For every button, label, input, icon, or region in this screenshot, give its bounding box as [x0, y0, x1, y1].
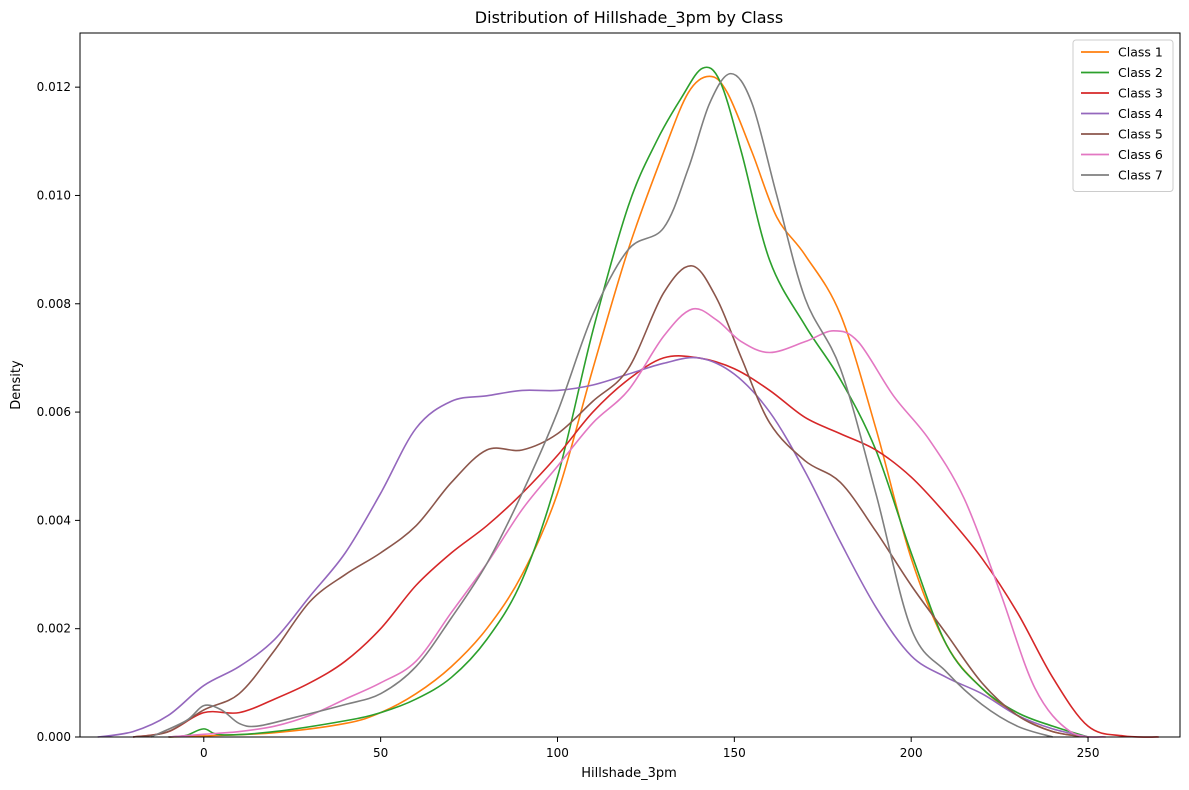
y-axis: 0.000 0.002 0.004 0.006 0.008 0.010 0.012 — [37, 80, 80, 744]
legend-label: Class 1 — [1118, 45, 1163, 60]
x-tick-label: 250 — [1077, 746, 1100, 760]
plot-lines — [97, 66, 1159, 738]
legend-label: Class 5 — [1118, 127, 1163, 142]
y-axis-label: Density — [9, 360, 24, 410]
x-axis-label: Hillshade_3pm — [581, 766, 677, 781]
series-line-class-4 — [97, 356, 1089, 738]
series-line-class-2 — [168, 66, 1089, 738]
legend-label: Class 2 — [1118, 65, 1163, 80]
series-line-class-6 — [168, 307, 1106, 738]
y-tick-label: 0.004 — [37, 513, 71, 527]
legend: Class 1 Class 2 Class 3 Class 4 Class 5 Class… — [1072, 39, 1174, 192]
x-tick-label: 100 — [546, 746, 569, 760]
y-tick-label: 0.002 — [37, 622, 71, 636]
series-line-class-5 — [132, 265, 1089, 738]
legend-label: Class 4 — [1118, 106, 1163, 121]
plot-frame — [79, 32, 1181, 738]
series-line-class-7 — [150, 72, 1053, 738]
legend-label: Class 3 — [1118, 86, 1163, 101]
legend-label: Class 6 — [1118, 147, 1163, 162]
y-tick-label: 0.008 — [37, 297, 71, 311]
x-tick-label: 200 — [900, 746, 923, 760]
x-axis: 0 50 100 150 200 250 — [200, 737, 1100, 760]
y-tick-label: 0.012 — [37, 80, 71, 94]
y-tick-label: 0.010 — [37, 188, 71, 202]
legend-label: Class 7 — [1118, 168, 1163, 183]
y-tick-label: 0.006 — [37, 405, 71, 419]
series-line-class-3 — [132, 355, 1159, 738]
chart-title: Distribution of Hillshade_3pm by Class — [475, 8, 783, 28]
y-tick-label: 0.000 — [37, 730, 71, 744]
series-line-class-1 — [168, 75, 1089, 738]
x-tick-label: 150 — [723, 746, 746, 760]
x-tick-label: 0 — [200, 746, 208, 760]
x-tick-label: 50 — [373, 746, 388, 760]
